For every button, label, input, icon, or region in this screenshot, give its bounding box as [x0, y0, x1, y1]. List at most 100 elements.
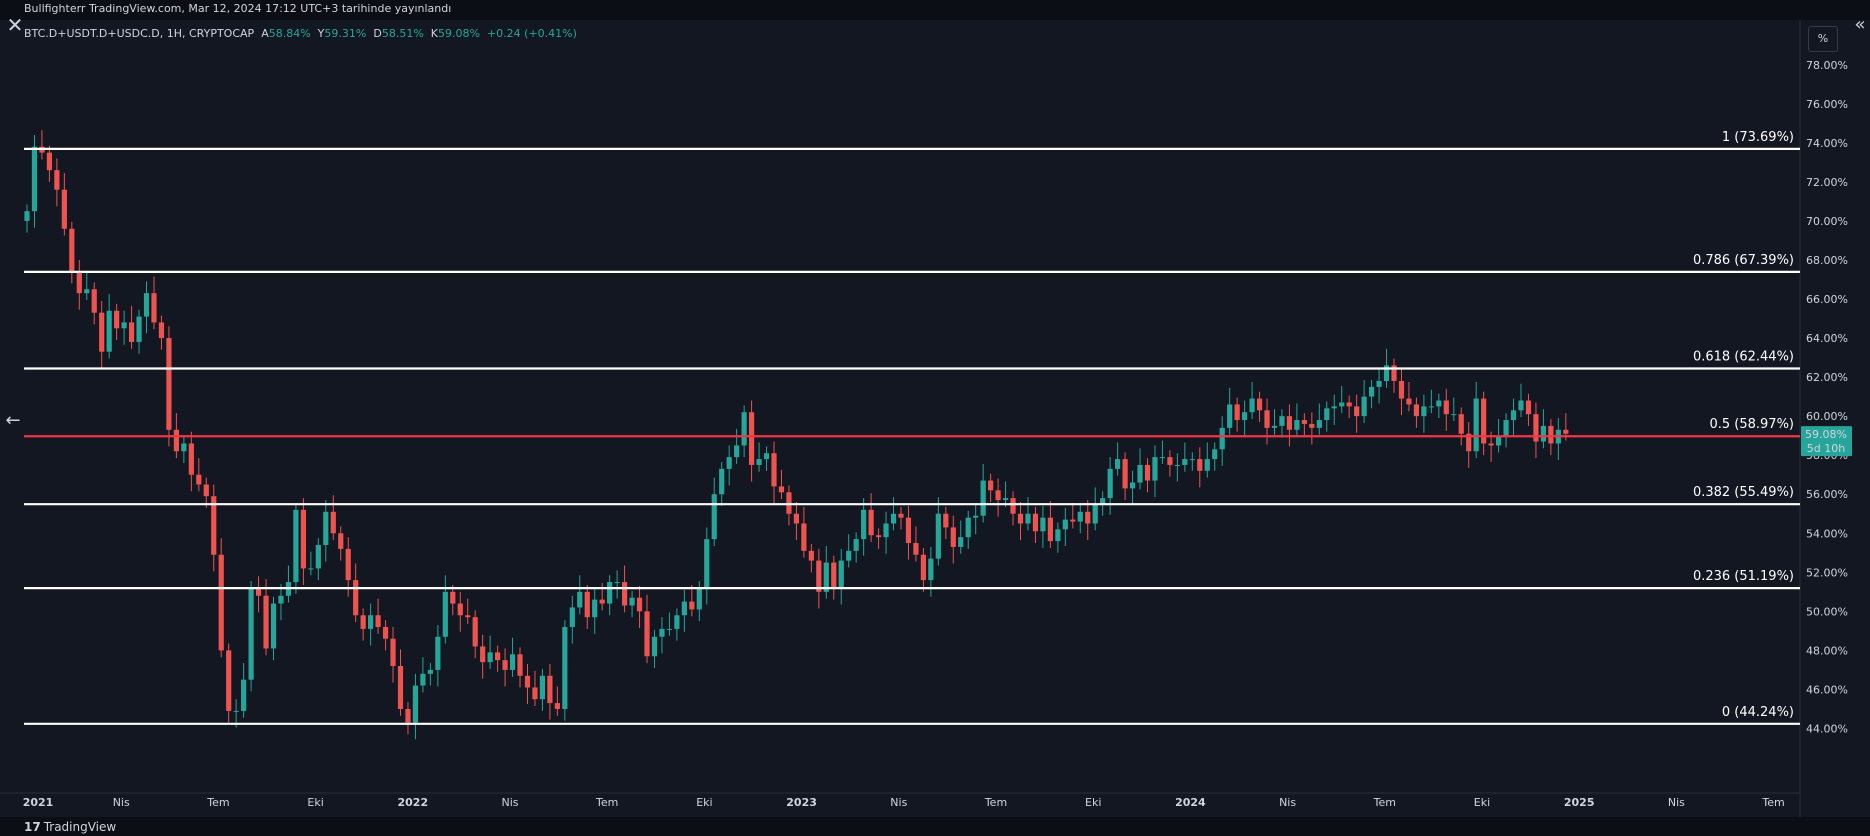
candle-body [622, 582, 628, 606]
candle-body [278, 595, 284, 604]
candle-body [196, 474, 202, 485]
candle-body [808, 550, 814, 561]
candle-body [890, 513, 897, 524]
high-value: 59.31% [324, 27, 367, 40]
candle-body [1219, 427, 1225, 450]
candle-body [659, 628, 665, 637]
fib-level-label: 0.786 (67.39%) [1693, 253, 1794, 268]
candle-body [509, 654, 516, 670]
candle-body [1249, 398, 1255, 413]
candle-body [226, 650, 232, 711]
publish-info: Bullfighterr TradingView.com, Mar 12, 20… [24, 2, 452, 15]
fib-level-label: 0.5 (58.97%) [1709, 417, 1794, 432]
candle-body [950, 527, 956, 547]
y-tick-label: 66.00% [1806, 293, 1848, 306]
candle-body [99, 312, 105, 352]
candle-body [973, 515, 979, 518]
candle-body [368, 615, 374, 629]
candle-body [853, 539, 859, 551]
arrow-left-icon[interactable]: ← [5, 410, 21, 431]
fib-level-label: 0.382 (55.49%) [1693, 485, 1794, 500]
candle-body [1436, 400, 1442, 407]
candle-body [435, 636, 441, 670]
candle-body [270, 603, 277, 649]
low-value: 58.51% [381, 27, 424, 40]
candle-body [711, 494, 717, 540]
candle-body [1062, 519, 1068, 530]
candle-body [166, 338, 172, 430]
candle-body [24, 211, 30, 221]
candle-body [241, 679, 247, 711]
candle-body [203, 484, 209, 497]
candle-body [958, 537, 964, 547]
double-chevron-icon[interactable]: « [1854, 14, 1866, 35]
candle-body [323, 511, 329, 545]
candle-body [861, 509, 867, 540]
candle-body [54, 170, 60, 190]
candle-body [1466, 433, 1472, 452]
candle-body [636, 597, 643, 612]
candle-body [442, 591, 448, 637]
candle-body [1167, 457, 1173, 465]
candle-body [584, 591, 590, 618]
symbol-name[interactable]: BTC.D+USDT.D+USDC.D, 1H, CRYPTOCAP [24, 27, 255, 40]
candle-body [943, 513, 949, 528]
candle-body [263, 595, 269, 649]
candle-body [1533, 414, 1539, 442]
candle-body [532, 687, 538, 700]
candle-body [457, 603, 463, 616]
y-tick-label: 78.00% [1806, 59, 1848, 72]
candle-body [726, 457, 732, 469]
candle-body [91, 289, 97, 313]
candle-body [524, 675, 531, 688]
candle-body [1047, 517, 1053, 542]
percent-scale-button[interactable]: % [1808, 26, 1838, 52]
tradingview-logo-icon[interactable]: 17 TradingView [24, 820, 117, 834]
candle-body [592, 599, 598, 618]
candle-body [1473, 398, 1479, 452]
candle-body [704, 539, 710, 588]
y-tick-label: 48.00% [1806, 644, 1848, 657]
candle-body [1264, 410, 1270, 428]
candle-body [1256, 398, 1263, 411]
candle-body [1002, 498, 1009, 501]
candle-body [1144, 464, 1151, 481]
candle-body [1503, 420, 1509, 436]
y-tick-label: 46.00% [1806, 683, 1848, 696]
candle-body [1182, 459, 1188, 465]
candle-body [920, 554, 926, 581]
candle-body [1451, 414, 1457, 416]
candle-body [1092, 503, 1098, 524]
x-tick-label: 2022 [397, 796, 428, 809]
candle-body [233, 710, 239, 712]
candle-body [569, 607, 575, 627]
candle-body [143, 293, 150, 317]
close-icon[interactable]: ✕ [6, 13, 24, 37]
candle-body [427, 669, 433, 674]
candle-body [1488, 443, 1494, 446]
candle-body [1316, 420, 1322, 428]
candle-body [1481, 398, 1487, 444]
candle-body [1085, 511, 1091, 524]
candle-body [1286, 416, 1293, 430]
candle-body [128, 322, 135, 342]
candle-body [1525, 400, 1532, 415]
candle-body [1548, 425, 1554, 444]
x-tick-label: Tem [595, 796, 618, 809]
candle-body [181, 443, 187, 452]
candle-body [495, 652, 501, 661]
candle-body [1354, 406, 1360, 417]
close-label: K [430, 27, 439, 40]
footer-bar: 17 TradingView [0, 817, 1870, 836]
y-tick-label: 62.00% [1806, 371, 1848, 384]
candle-body [614, 582, 620, 584]
x-tick-label: Eki [1085, 796, 1101, 809]
fib-level-label: 1 (73.69%) [1722, 130, 1794, 145]
y-tick-label: 60.00% [1806, 410, 1848, 423]
candle-body [1540, 425, 1547, 442]
candle-body [778, 486, 785, 493]
open-label: A [261, 27, 269, 40]
candle-body [31, 146, 38, 212]
candle-body [741, 412, 747, 446]
